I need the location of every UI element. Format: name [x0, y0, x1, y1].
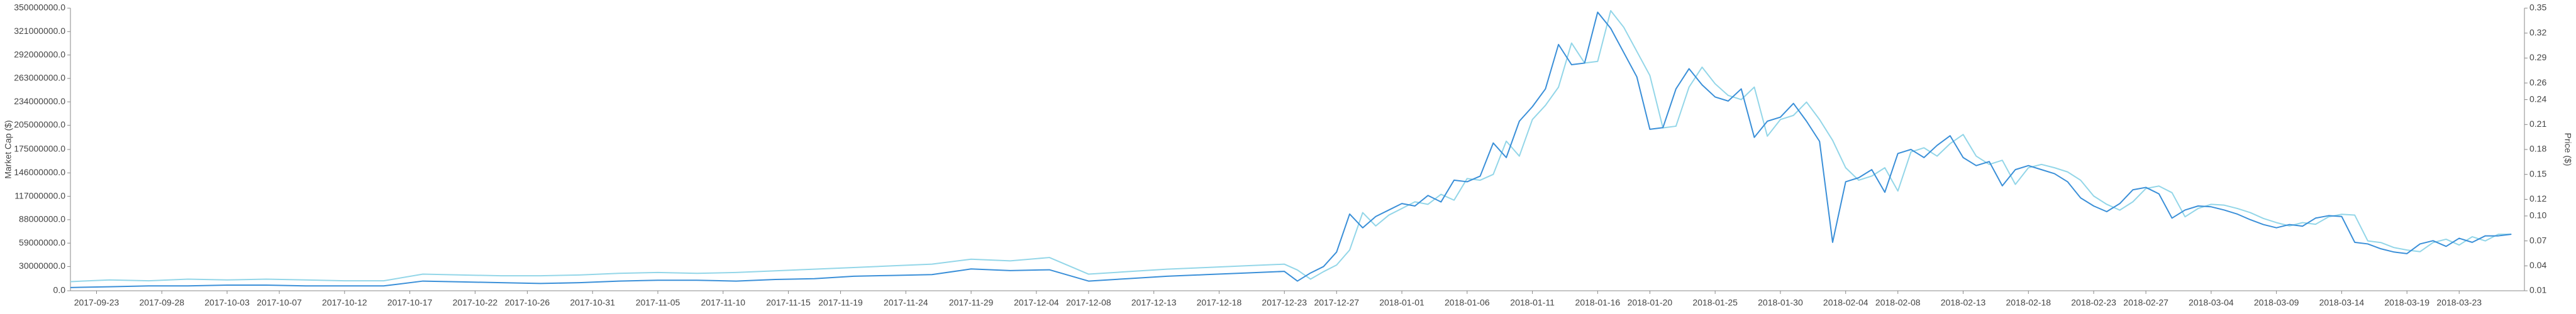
y2-tick-label: 0.26 [2529, 77, 2546, 87]
x-tick-label: 2017-09-28 [139, 298, 184, 308]
y2-tick-label: 0.18 [2529, 144, 2546, 154]
y2-tick-label: 0.35 [2529, 3, 2546, 13]
x-tick-label: 2018-03-14 [2319, 298, 2365, 308]
x-tick-label: 2017-11-19 [818, 298, 863, 308]
y-tick-label: 234000000.0 [14, 96, 65, 106]
x-tick-label: 2018-03-19 [2384, 298, 2429, 308]
x-tick-label: 2017-11-29 [949, 298, 994, 308]
x-tick-label: 2017-12-23 [1262, 298, 1307, 308]
x-tick-label: 2017-10-31 [570, 298, 615, 308]
x-tick-label: 2018-03-04 [2189, 298, 2234, 308]
series-line [70, 9, 2512, 283]
x-tick-label: 2017-11-05 [636, 298, 680, 308]
y-axis-label: Market Cap ($) [3, 120, 13, 178]
x-tick-label: 2018-02-13 [1941, 298, 1986, 308]
y2-tick-label: 0.29 [2529, 52, 2546, 62]
x-tick-label: 2017-11-24 [884, 298, 928, 308]
y-tick-label: 146000000.0 [14, 167, 65, 177]
y-tick-label: 263000000.0 [14, 73, 65, 83]
x-tick-label: 2018-01-11 [1510, 298, 1555, 308]
y2-tick-label: 0.10 [2529, 210, 2546, 220]
x-tick-label: 2017-10-26 [505, 298, 550, 308]
y2-tick-label: 0.24 [2529, 94, 2546, 104]
x-tick-label: 2017-10-22 [453, 298, 498, 308]
y2-tick-label: 0.21 [2529, 119, 2546, 129]
x-tick-label: 2018-02-08 [1875, 298, 1921, 308]
y2-tick-label: 0.01 [2529, 285, 2546, 295]
y-tick-label: 117000000.0 [14, 190, 65, 200]
y2-tick-label: 0.32 [2529, 27, 2546, 37]
x-tick-label: 2018-03-09 [2254, 298, 2299, 308]
x-tick-label: 2018-01-01 [1379, 298, 1424, 308]
x-tick-label: 2018-03-23 [2436, 298, 2482, 308]
x-tick-label: 2017-12-27 [1314, 298, 1359, 308]
x-tick-label: 2017-11-10 [701, 298, 745, 308]
y2-tick-label: 0.04 [2529, 260, 2546, 270]
y-tick-label: 88000000.0 [19, 214, 65, 224]
x-tick-label: 2018-02-18 [2006, 298, 2051, 308]
x-tick-label: 2017-10-17 [387, 298, 433, 308]
x-tick-label: 2017-10-12 [322, 298, 367, 308]
x-tick-label: 2017-09-23 [74, 298, 119, 308]
x-tick-label: 2018-02-23 [2071, 298, 2116, 308]
y-tick-label: 350000000.0 [14, 3, 65, 13]
x-tick-label: 2018-01-30 [1758, 298, 1803, 308]
x-tick-label: 2018-01-25 [1692, 298, 1738, 308]
x-tick-label: 2017-11-15 [766, 298, 811, 308]
x-tick-label: 2018-02-04 [1823, 298, 1868, 308]
x-tick-label: 2017-12-04 [1014, 298, 1059, 308]
y2-axis-label: Price ($) [2563, 133, 2573, 166]
x-tick-label: 2018-01-16 [1575, 298, 1621, 308]
x-tick-label: 2018-01-06 [1445, 298, 1490, 308]
y2-tick-label: 0.07 [2529, 235, 2546, 245]
y2-tick-label: 0.15 [2529, 168, 2546, 178]
x-tick-label: 2018-02-27 [2123, 298, 2168, 308]
x-tick-label: 2017-10-03 [204, 298, 250, 308]
x-tick-label: 2017-12-13 [1131, 298, 1177, 308]
y-tick-label: 321000000.0 [14, 26, 65, 36]
y-tick-label: 0.0 [53, 285, 66, 295]
y-tick-label: 292000000.0 [14, 49, 65, 59]
x-tick-label: 2017-12-08 [1066, 298, 1111, 308]
x-tick-label: 2017-10-07 [257, 298, 302, 308]
series-line [70, 11, 2512, 288]
y-tick-label: 59000000.0 [19, 237, 65, 247]
y2-tick-label: 0.12 [2529, 193, 2546, 203]
x-tick-label: 2018-01-20 [1628, 298, 1673, 308]
y-tick-label: 175000000.0 [14, 144, 65, 154]
x-tick-label: 2017-12-18 [1197, 298, 1242, 308]
y-tick-label: 205000000.0 [14, 119, 65, 129]
y-tick-label: 30000000.0 [19, 261, 65, 271]
